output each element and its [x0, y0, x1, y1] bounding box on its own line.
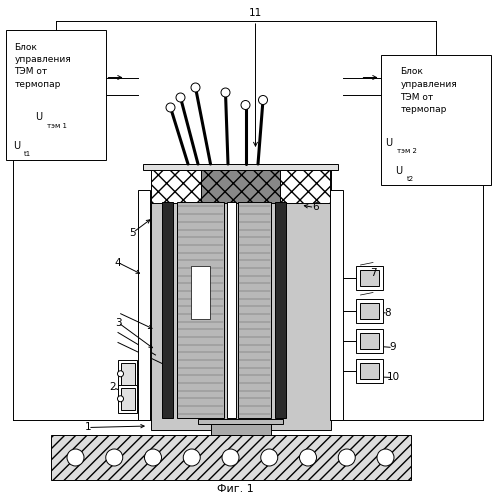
Bar — [138, 190, 150, 420]
Bar — [360, 362, 379, 378]
Circle shape — [338, 449, 355, 466]
Text: t1: t1 — [24, 151, 31, 157]
Bar — [360, 332, 379, 348]
Text: 7: 7 — [370, 268, 376, 278]
Circle shape — [377, 449, 394, 466]
Text: 6: 6 — [312, 202, 319, 212]
Circle shape — [106, 449, 123, 466]
Bar — [6, 30, 106, 160]
Circle shape — [259, 96, 268, 104]
Bar — [161, 202, 172, 418]
Circle shape — [221, 88, 230, 97]
Text: тэм 1: тэм 1 — [47, 124, 67, 130]
Text: U: U — [395, 166, 403, 176]
Bar — [331, 190, 343, 420]
Circle shape — [144, 449, 161, 466]
Bar — [143, 164, 338, 170]
Bar — [176, 202, 224, 418]
Circle shape — [222, 449, 239, 466]
Bar — [280, 170, 331, 202]
Text: 4: 4 — [115, 258, 121, 268]
Bar — [201, 170, 280, 202]
Text: U: U — [385, 138, 393, 147]
Text: t2: t2 — [406, 176, 414, 182]
Circle shape — [118, 396, 124, 402]
Bar — [150, 170, 331, 430]
Circle shape — [241, 100, 250, 110]
Text: 11: 11 — [249, 8, 262, 18]
Circle shape — [166, 103, 175, 112]
Text: U: U — [36, 112, 43, 122]
Text: тэм 2: тэм 2 — [397, 148, 417, 154]
Text: 8: 8 — [385, 308, 391, 318]
Bar — [150, 170, 201, 202]
Bar — [118, 385, 137, 412]
Bar — [356, 298, 383, 322]
Bar — [360, 302, 379, 318]
Text: Блок
управления
ТЭМ от
термопар: Блок управления ТЭМ от термопар — [15, 42, 71, 89]
Bar — [121, 388, 134, 410]
Bar — [198, 419, 283, 424]
Bar — [118, 360, 137, 388]
Circle shape — [261, 449, 278, 466]
Circle shape — [191, 83, 200, 92]
Text: 9: 9 — [390, 342, 396, 352]
Text: Блок
управления
ТЭМ от
термопар: Блок управления ТЭМ от термопар — [400, 68, 457, 114]
Circle shape — [300, 449, 317, 466]
Text: U: U — [13, 141, 20, 151]
Bar — [121, 362, 134, 385]
Circle shape — [118, 371, 124, 377]
Text: Фиг. 1: Фиг. 1 — [217, 484, 254, 494]
Bar — [191, 266, 210, 319]
Bar — [51, 435, 410, 480]
Bar — [210, 424, 271, 435]
Bar — [275, 202, 286, 418]
Circle shape — [183, 449, 200, 466]
Text: 10: 10 — [386, 372, 400, 382]
Circle shape — [176, 93, 185, 102]
Bar — [226, 202, 235, 418]
Bar — [356, 266, 383, 290]
Bar — [356, 358, 383, 382]
Text: 2: 2 — [110, 382, 116, 392]
Bar — [356, 328, 383, 352]
Bar — [380, 55, 490, 185]
Text: 1: 1 — [85, 422, 91, 432]
Bar — [360, 270, 379, 286]
Bar — [238, 202, 271, 418]
Text: 5: 5 — [130, 228, 136, 237]
Circle shape — [67, 449, 84, 466]
Text: 3: 3 — [115, 318, 121, 328]
